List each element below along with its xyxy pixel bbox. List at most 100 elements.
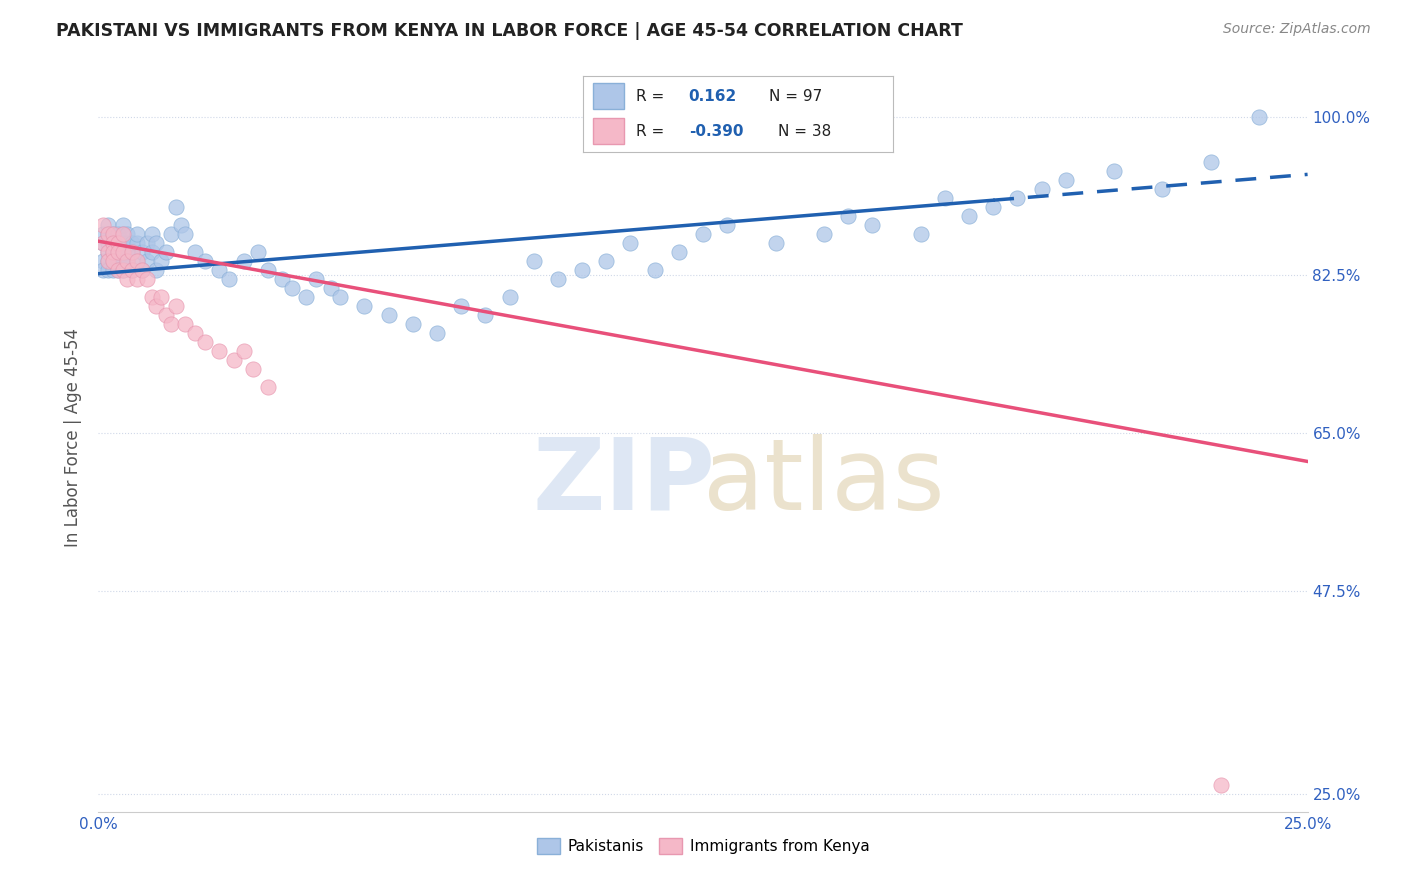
Point bbox=[305, 272, 328, 286]
Point bbox=[498, 290, 520, 304]
Point bbox=[256, 263, 278, 277]
Point bbox=[101, 235, 124, 250]
Point bbox=[117, 227, 139, 241]
Point bbox=[402, 317, 425, 331]
Point bbox=[111, 227, 134, 241]
Point bbox=[271, 272, 294, 286]
Point bbox=[131, 245, 153, 260]
Text: -0.390: -0.390 bbox=[689, 124, 744, 138]
Point bbox=[111, 263, 134, 277]
Text: ZIP: ZIP bbox=[533, 434, 716, 531]
Point bbox=[135, 235, 157, 250]
Point bbox=[127, 235, 149, 250]
Legend: Pakistanis, Immigrants from Kenya: Pakistanis, Immigrants from Kenya bbox=[530, 832, 876, 860]
Point bbox=[101, 245, 124, 260]
Point bbox=[194, 335, 217, 350]
Point bbox=[145, 263, 167, 277]
Point bbox=[145, 299, 167, 313]
Point bbox=[127, 272, 149, 286]
Point bbox=[329, 290, 352, 304]
Point bbox=[101, 254, 124, 268]
Point bbox=[281, 281, 304, 295]
Point bbox=[1152, 182, 1174, 196]
Point bbox=[145, 235, 167, 250]
Point bbox=[97, 235, 120, 250]
Point bbox=[127, 227, 149, 241]
Point bbox=[692, 227, 714, 241]
Point bbox=[155, 308, 177, 322]
Point bbox=[1249, 110, 1271, 124]
Point bbox=[160, 317, 183, 331]
Point bbox=[107, 227, 129, 241]
Point bbox=[101, 227, 124, 241]
Point bbox=[165, 299, 187, 313]
Point bbox=[101, 235, 124, 250]
Point bbox=[547, 272, 569, 286]
Point bbox=[91, 235, 114, 250]
Point bbox=[644, 263, 666, 277]
Point bbox=[111, 218, 134, 232]
Point bbox=[150, 290, 173, 304]
Point bbox=[141, 245, 163, 260]
Point bbox=[135, 254, 157, 268]
Point bbox=[934, 191, 956, 205]
Point bbox=[117, 235, 139, 250]
Point bbox=[319, 281, 342, 295]
Text: Source: ZipAtlas.com: Source: ZipAtlas.com bbox=[1223, 22, 1371, 37]
Point bbox=[97, 254, 120, 268]
Point bbox=[97, 263, 120, 277]
Point bbox=[523, 254, 546, 268]
Point bbox=[295, 290, 318, 304]
Point bbox=[668, 245, 690, 260]
Point bbox=[107, 245, 129, 260]
Point bbox=[97, 245, 120, 260]
Point bbox=[107, 235, 129, 250]
Point bbox=[256, 380, 278, 394]
Point bbox=[242, 362, 264, 376]
Point bbox=[101, 245, 124, 260]
Point bbox=[174, 227, 197, 241]
Point bbox=[765, 235, 787, 250]
Point bbox=[247, 245, 270, 260]
Point bbox=[101, 245, 124, 260]
Point bbox=[169, 218, 191, 232]
Point bbox=[121, 263, 143, 277]
Point bbox=[910, 227, 932, 241]
Point bbox=[208, 344, 231, 359]
Point bbox=[1199, 154, 1222, 169]
Point bbox=[101, 227, 124, 241]
Point bbox=[117, 245, 139, 260]
Point bbox=[160, 227, 183, 241]
Text: N = 38: N = 38 bbox=[779, 124, 831, 138]
Point bbox=[232, 344, 254, 359]
Point bbox=[91, 235, 114, 250]
Point bbox=[981, 200, 1004, 214]
Point bbox=[1054, 173, 1077, 187]
Point bbox=[150, 254, 173, 268]
Point bbox=[117, 254, 139, 268]
Point bbox=[91, 254, 114, 268]
Point bbox=[91, 263, 114, 277]
Y-axis label: In Labor Force | Age 45-54: In Labor Force | Age 45-54 bbox=[65, 327, 83, 547]
Point bbox=[957, 209, 980, 223]
Point bbox=[117, 272, 139, 286]
Point bbox=[184, 326, 207, 341]
Point bbox=[111, 254, 134, 268]
Point bbox=[426, 326, 449, 341]
Point bbox=[107, 235, 129, 250]
Point bbox=[91, 218, 114, 232]
Point bbox=[571, 263, 593, 277]
Point bbox=[813, 227, 835, 241]
Point bbox=[97, 245, 120, 260]
Point bbox=[131, 263, 153, 277]
Point bbox=[1209, 778, 1232, 792]
Point bbox=[222, 353, 245, 368]
Point bbox=[121, 235, 143, 250]
Point bbox=[1031, 182, 1053, 196]
Point bbox=[127, 254, 149, 268]
Text: PAKISTANI VS IMMIGRANTS FROM KENYA IN LABOR FORCE | AGE 45-54 CORRELATION CHART: PAKISTANI VS IMMIGRANTS FROM KENYA IN LA… bbox=[56, 22, 963, 40]
Point bbox=[111, 227, 134, 241]
Point bbox=[117, 254, 139, 268]
Text: N = 97: N = 97 bbox=[769, 89, 823, 103]
FancyBboxPatch shape bbox=[593, 84, 624, 109]
